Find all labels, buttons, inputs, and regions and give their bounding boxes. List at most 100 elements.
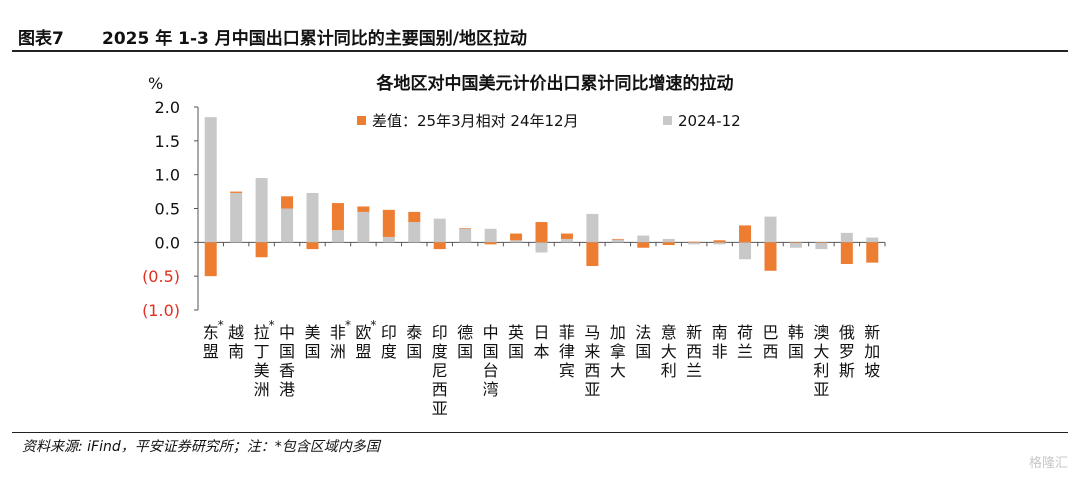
x-tick-label: 南非 <box>712 323 728 361</box>
bar-2024-12 <box>560 238 573 243</box>
asterisk-mark: * <box>370 318 376 332</box>
y-axis-unit-label: % <box>148 74 163 93</box>
x-tick-label: 印度尼西亚 <box>432 323 448 418</box>
x-category-label: *非洲 <box>330 318 351 361</box>
bar-2024-12 <box>306 192 319 243</box>
bar-2024-12 <box>281 208 294 243</box>
x-tick-label: 法国 <box>635 323 651 361</box>
x-tick-label: 新加坡 <box>864 323 880 380</box>
bar-2024-12 <box>230 192 243 243</box>
x-category-label: 泰国 <box>406 323 422 361</box>
x-category-label: 法国 <box>635 323 651 361</box>
x-category-label: 菲律宾 <box>559 323 575 380</box>
x-tick-label: 俄罗斯 <box>839 323 855 380</box>
x-tick-label: 德国 <box>457 323 473 361</box>
bar-diff <box>459 228 472 229</box>
bar-diff <box>662 242 675 246</box>
bar-2024-12 <box>688 242 701 245</box>
bar-2024-12 <box>459 228 472 243</box>
x-category-label: 印度尼西亚 <box>432 323 448 418</box>
x-category-label: 中国台湾 <box>483 323 499 399</box>
bar-diff <box>331 203 344 231</box>
x-category-label: 中国香港 <box>279 323 295 399</box>
x-category-label: 巴西 <box>762 323 778 361</box>
bar-diff <box>637 242 650 248</box>
bar-diff <box>866 242 879 263</box>
bar-diff <box>789 242 802 243</box>
figure-header: 图表7 2025 年 1-3 月中国出口累计同比的主要国别/地区拉动 <box>12 22 1068 49</box>
y-tick-label: 0.0 <box>155 233 180 252</box>
x-category-label: 韩国 <box>788 323 804 361</box>
bar-2024-12 <box>840 232 853 243</box>
bar-2024-12 <box>764 216 777 243</box>
x-tick-label: 新西兰 <box>686 323 702 380</box>
bar-diff <box>840 242 853 264</box>
x-category-label: 越南 <box>228 323 244 361</box>
x-tick-label: 澳大利亚 <box>813 323 829 399</box>
figure-title: 2025 年 1-3 月中国出口累计同比的主要国别/地区拉动 <box>102 29 527 49</box>
bar-diff <box>484 242 497 245</box>
bar-2024-12 <box>255 178 268 243</box>
y-tick-label: 2.0 <box>155 98 180 117</box>
bar-diff <box>535 222 548 243</box>
bar-diff <box>433 242 446 250</box>
bar-2024-12 <box>510 240 523 243</box>
x-tick-label: 加拿大 <box>610 323 626 380</box>
x-tick-label: 菲律宾 <box>559 323 575 380</box>
asterisk-mark: * <box>218 318 224 332</box>
bar-2024-12 <box>331 230 344 243</box>
header-rule <box>12 50 1068 52</box>
source-note: 资料来源: iFind，平安证券研究所；注：*包含区域内多国 <box>22 439 380 455</box>
bar-2024-12 <box>204 117 217 243</box>
x-category-label: 英国 <box>508 323 524 361</box>
x-tick-label: 拉丁美洲 <box>254 323 270 399</box>
legend-label-diff: 差值：25年3月相对 24年12月 <box>372 112 579 130</box>
x-tick-label: 欧盟 <box>355 323 371 361</box>
x-category-label: 南非 <box>712 323 728 361</box>
x-category-label: *欧盟 <box>355 318 376 361</box>
y-tick-label: 0.5 <box>155 200 180 219</box>
bar-2024-12 <box>713 242 726 245</box>
x-tick-label: 中国台湾 <box>483 323 499 399</box>
x-tick-label: 越南 <box>228 323 244 361</box>
figure-label: 图表7 <box>18 29 64 49</box>
bar-2024-12 <box>739 242 752 260</box>
bar-diff <box>688 241 701 243</box>
legend: 差值：25年3月相对 24年12月 2024-12 <box>357 112 741 130</box>
bar-diff <box>204 242 217 277</box>
bar-2024-12 <box>637 235 650 243</box>
bar-2024-12 <box>357 211 370 243</box>
x-category-label: 加拿大 <box>610 323 626 380</box>
bar-diff <box>713 240 726 243</box>
x-tick-label: 日本 <box>533 323 549 361</box>
bar-diff <box>306 242 319 250</box>
y-tick-label: 1.0 <box>155 166 180 185</box>
bar-diff <box>255 242 268 258</box>
x-tick-label: 中国香港 <box>279 323 295 399</box>
bar-2024-12 <box>433 218 446 243</box>
x-tick-label: 东盟 <box>203 323 219 361</box>
x-category-label: 荷兰 <box>737 323 753 361</box>
bars-layer <box>204 117 879 277</box>
x-tick-label: 美国 <box>304 323 320 361</box>
x-tick-label: 荷兰 <box>737 323 753 361</box>
chart-title: 各地区对中国美元计价出口累计同比增速的拉动 <box>376 73 734 94</box>
bar-diff <box>560 233 573 239</box>
x-tick-label: 马来西亚 <box>584 323 600 399</box>
x-tick-label: 韩国 <box>788 323 804 361</box>
x-category-label: 新西兰 <box>686 323 702 380</box>
bar-2024-12 <box>382 236 395 243</box>
x-category-label: 意大利 <box>661 323 677 380</box>
bar-diff <box>611 238 624 240</box>
x-category-label: 马来西亚 <box>584 323 600 399</box>
x-tick-label: 巴西 <box>762 323 778 361</box>
bar-chart: 各地区对中国美元计价出口累计同比增速的拉动% 2.0 1.5 1.0 0.5 0.0 (0.… <box>142 73 886 418</box>
bar-2024-12 <box>408 222 421 243</box>
bar-diff <box>357 206 370 212</box>
x-tick-label: 意大利 <box>661 323 677 380</box>
bar-2024-12 <box>484 228 497 243</box>
x-category-label: *拉丁美洲 <box>254 318 275 399</box>
x-tick-label: 印度 <box>381 323 397 361</box>
bar-2024-12 <box>586 213 599 243</box>
watermark: 格隆汇 <box>1028 456 1068 471</box>
